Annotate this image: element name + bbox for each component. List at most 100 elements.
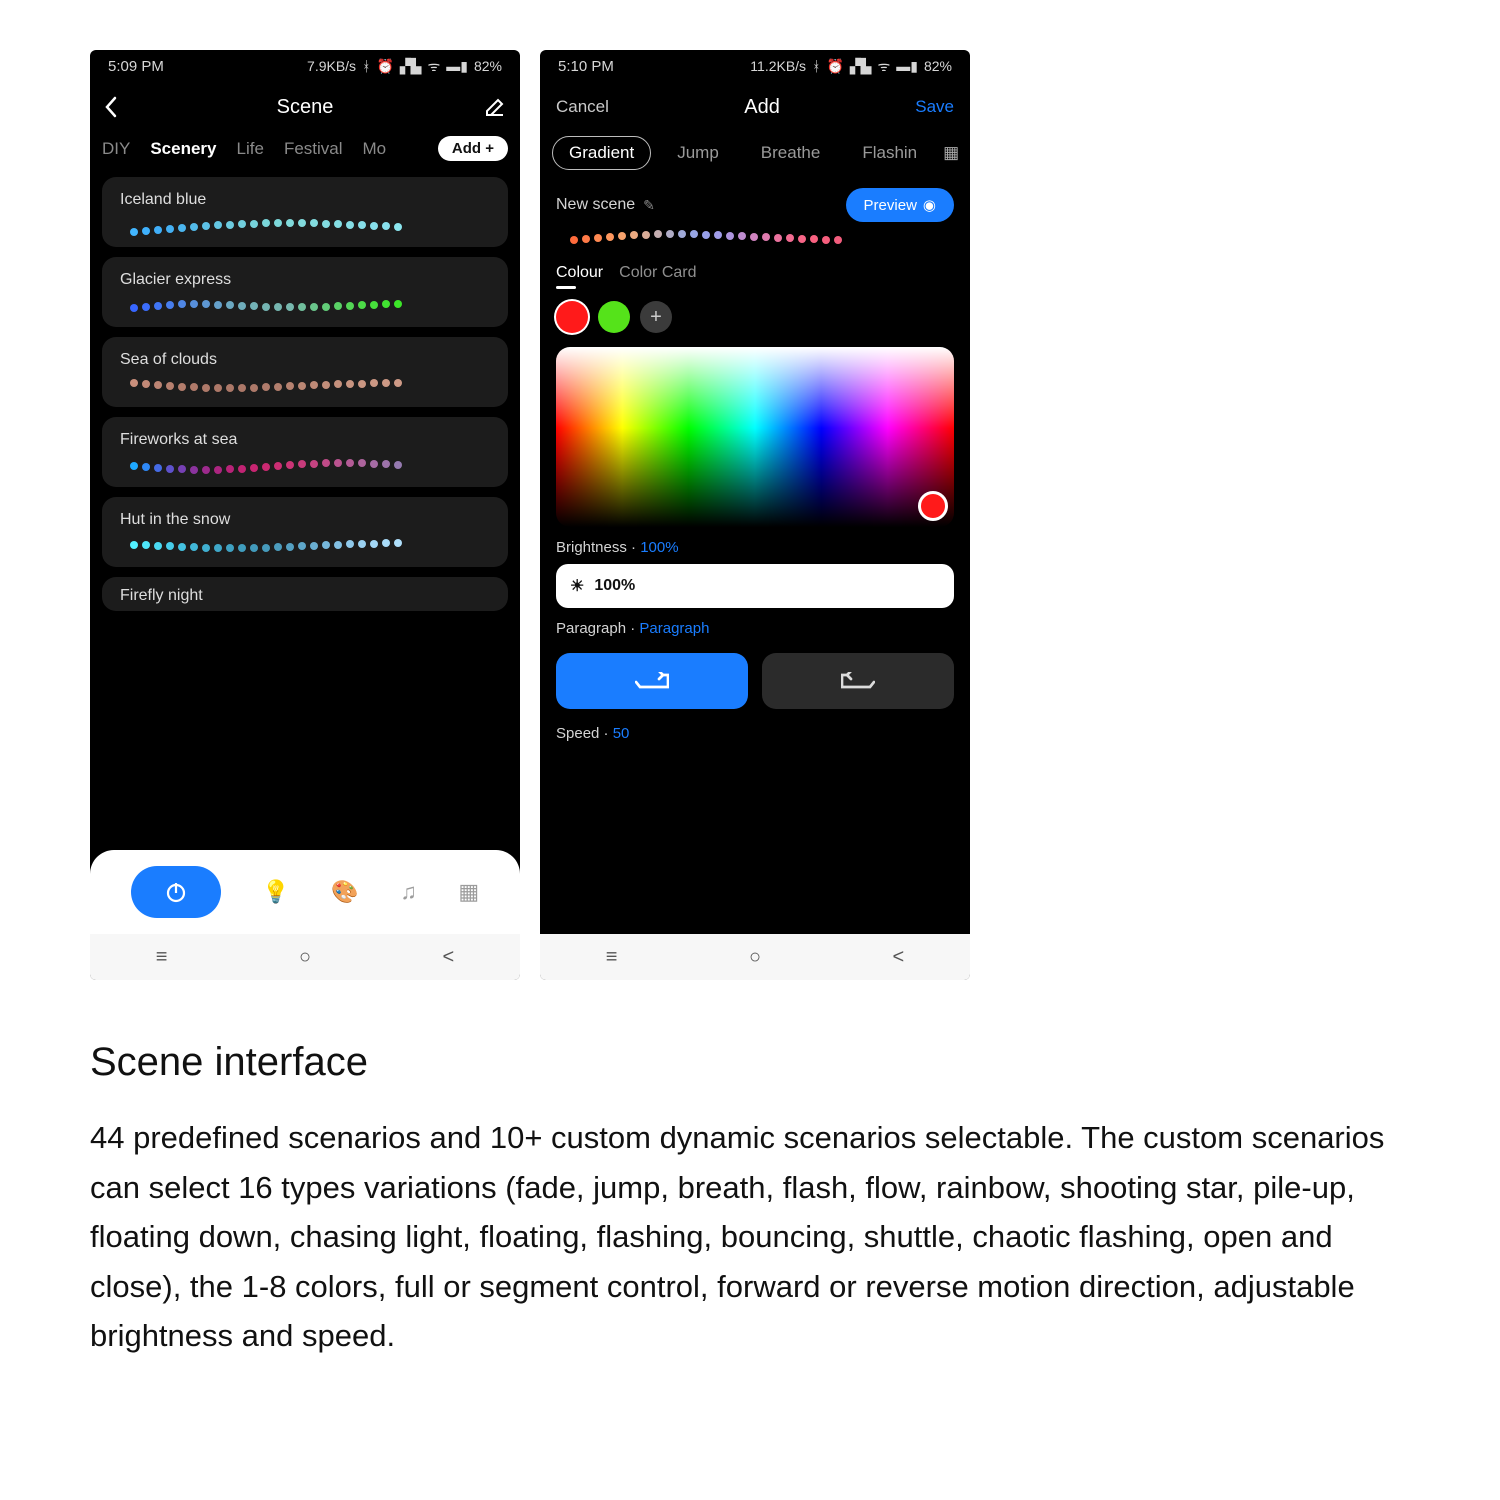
scene-title: Hut in the snow [120,511,490,529]
phone-scene-list: 5:09 PM 7.9KB/s ᚼ ⏰ ▞▙ ᯤ ▬▮ 82% Scene DI… [90,50,520,980]
tab-festival[interactable]: Festival [284,139,343,159]
direction-buttons [540,645,970,713]
color-swatch[interactable] [556,301,588,333]
preview-button[interactable]: Preview ◉ [846,188,954,222]
scene-preview-dots [120,301,490,309]
nav-recent-icon[interactable]: ≡ [606,946,618,969]
scene-card[interactable]: Glacier express [102,257,508,327]
scene-title: Iceland blue [120,191,490,209]
scene-title: Fireworks at sea [120,431,490,449]
scene-name-input[interactable]: New scene ✎ [556,196,655,214]
status-bar: 5:10 PM 11.2KB/s ᚼ ⏰ ▞▙ ᯤ ▬▮ 82% [540,50,970,82]
tab-life[interactable]: Life [237,139,264,159]
color-picker[interactable] [556,347,954,527]
back-button[interactable] [104,96,164,118]
palette-icon[interactable]: 🎨 [331,879,358,905]
scene-preview-dots [120,541,490,549]
scene-title: Sea of clouds [120,351,490,369]
color-swatches: + [556,301,954,333]
bottom-tabbar: 💡 🎨 ♫ ▦ [90,850,520,934]
effect-chips: Gradient Jump Breathe Flashin ▦ [540,132,970,178]
scene-card[interactable]: Sea of clouds [102,337,508,407]
speed-label: Speed [556,725,599,742]
paragraph-value: Paragraph [639,620,709,637]
brightness-slider-text: 100% [594,577,635,595]
color-tab-colour[interactable]: Colour [556,264,603,282]
description-title: Scene interface [90,1040,1410,1085]
battery-icon: ▬▮ [446,58,468,75]
picker-cursor[interactable] [918,491,948,521]
power-button[interactable] [131,866,221,918]
grid-icon[interactable]: ▦ [458,879,479,905]
status-battery: 82% [474,58,502,74]
scene-card[interactable]: Firefly night [102,577,508,611]
nav-home-icon[interactable]: ○ [299,946,311,969]
chip-flashin[interactable]: Flashin [846,137,933,169]
status-bar: 5:09 PM 7.9KB/s ᚼ ⏰ ▞▙ ᯤ ▬▮ 82% [90,50,520,82]
status-right: 11.2KB/s ᚼ ⏰ ▞▙ ᯤ ▬▮ 82% [750,57,952,76]
status-net: 7.9KB/s [307,58,356,74]
scene-card[interactable]: Hut in the snow [102,497,508,567]
wifi-icon: ᯤ [877,57,890,76]
add-color-button[interactable]: + [640,301,672,333]
color-tab-color-card[interactable]: Color Card [619,264,696,282]
save-button[interactable]: Save [915,97,954,117]
add-scene-button[interactable]: Add + [438,136,508,161]
paragraph-label-row: Paragraph · Paragraph [540,608,970,645]
nav-back-icon[interactable]: < [443,946,455,969]
direction-reverse-button[interactable] [762,653,954,709]
status-time: 5:10 PM [558,58,614,75]
bluetooth-icon: ᚼ [362,58,370,74]
scene-name-text: New scene [556,196,635,214]
brightness-label-row: Brightness · 100% [540,527,970,564]
description-body: 44 predefined scenarios and 10+ custom d… [90,1113,1400,1361]
edit-button[interactable] [446,96,506,118]
color-swatch[interactable] [598,301,630,333]
preview-label: Preview [864,197,917,214]
brightness-slider[interactable]: ☀ 100% [556,564,954,608]
paragraph-label: Paragraph [556,620,626,637]
music-icon[interactable]: ♫ [400,879,417,905]
scene-preview-dots [120,381,490,389]
battery-icon: ▬▮ [896,58,918,75]
color-section: Colour Color Card + [540,264,970,333]
cancel-button[interactable]: Cancel [556,97,609,117]
chip-jump[interactable]: Jump [661,137,735,169]
brightness-value: 100% [640,539,678,556]
signal-icon: ▞▙ [400,58,422,75]
chip-breathe[interactable]: Breathe [745,137,837,169]
status-battery: 82% [924,58,952,74]
android-nav-bar: ≡ ○ < [540,934,970,980]
brightness-label: Brightness [556,539,627,556]
chip-gradient[interactable]: Gradient [552,136,651,170]
nav-back-icon[interactable]: < [893,946,905,969]
tab-scenery[interactable]: Scenery [150,139,216,159]
page-title: Scene [277,96,334,119]
tab-diy[interactable]: DIY [102,139,130,159]
phones-row: 5:09 PM 7.9KB/s ᚼ ⏰ ▞▙ ᯤ ▬▮ 82% Scene DI… [90,50,1410,980]
sun-icon: ☀ [570,576,584,596]
alarm-icon: ⏰ [376,58,393,75]
bulb-icon[interactable]: 💡 [262,879,289,905]
bluetooth-icon: ᚼ [812,58,820,74]
scene-title: Firefly night [120,587,490,605]
grid-icon[interactable]: ▦ [943,143,959,163]
scene-title: Glacier express [120,271,490,289]
signal-icon: ▞▙ [850,58,872,75]
direction-forward-button[interactable] [556,653,748,709]
android-nav-bar: ≡ ○ < [90,934,520,980]
alarm-icon: ⏰ [826,58,843,75]
description-block: Scene interface 44 predefined scenarios … [90,1040,1410,1361]
scene-preview-dots [120,221,490,229]
pencil-icon: ✎ [643,197,655,214]
nav-home-icon[interactable]: ○ [749,946,761,969]
scene-preview-dots [120,461,490,469]
nav-recent-icon[interactable]: ≡ [156,946,168,969]
scene-card[interactable]: Iceland blue [102,177,508,247]
scene-name-row: New scene ✎ Preview ◉ [540,178,970,232]
color-tabs: Colour Color Card [556,264,954,282]
tab-mo[interactable]: Mo [363,139,387,159]
scene-card[interactable]: Fireworks at sea [102,417,508,487]
speed-label-row: Speed · 50 [540,713,970,744]
preview-wave [540,232,970,258]
